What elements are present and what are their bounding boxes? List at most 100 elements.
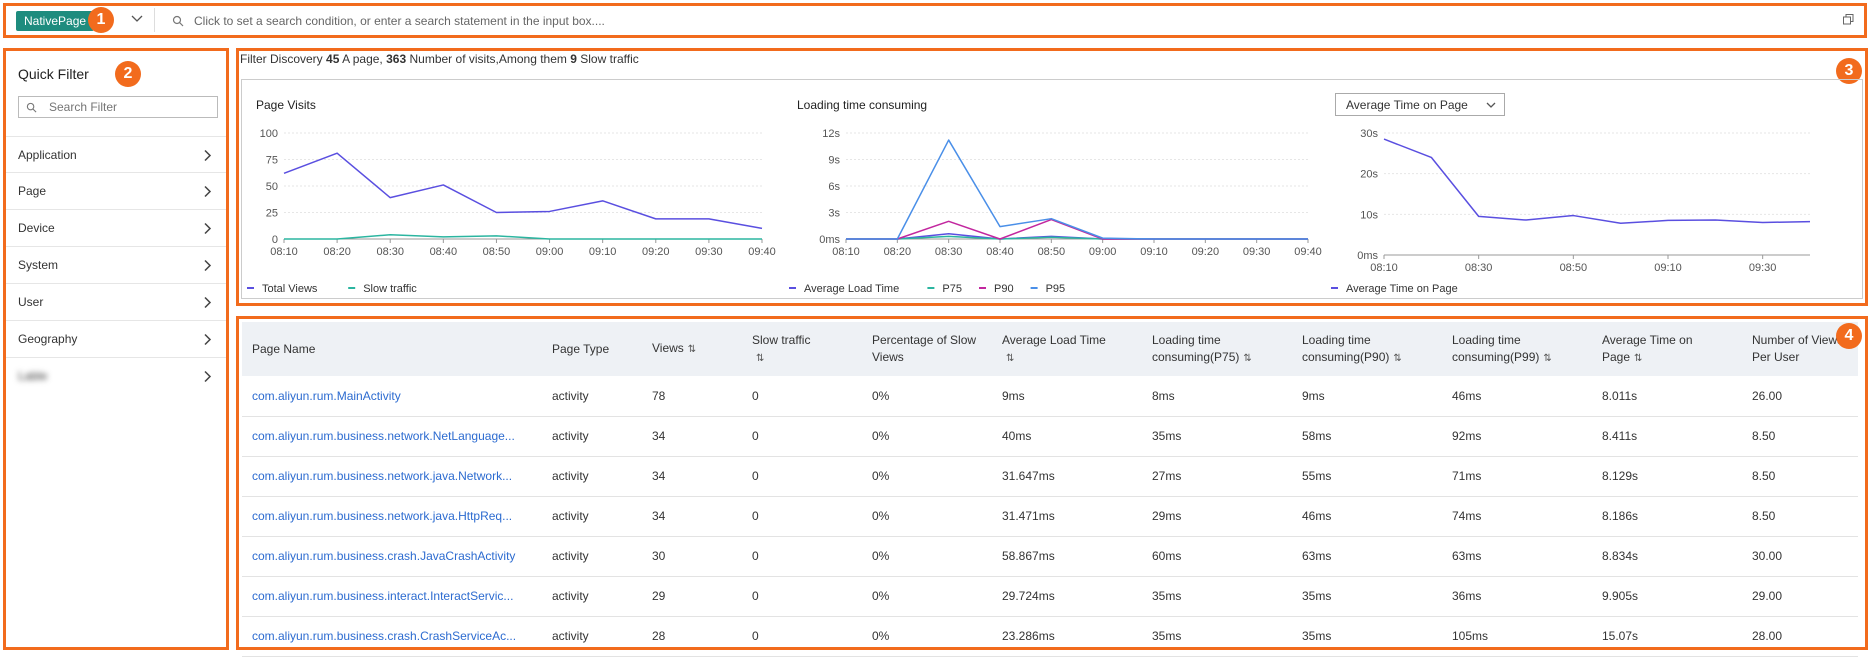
table-row[interactable]: com.aliyun.rum.business.network.NetLangu… — [242, 416, 1858, 457]
chevron-down-icon[interactable] — [130, 12, 144, 26]
filter-search-input[interactable] — [49, 100, 209, 114]
search-input[interactable]: Click to set a search condition, or ente… — [194, 14, 605, 28]
table-cell: 63ms — [1442, 536, 1592, 577]
loading-time-chart-title: Loading time consuming — [797, 98, 928, 112]
series-line — [284, 234, 762, 240]
page-visits-chart-title: Page Visits — [256, 98, 316, 112]
table-cell: 55ms — [1292, 456, 1442, 497]
filter-item-user[interactable]: User — [6, 284, 226, 321]
page-name-link[interactable]: com.aliyun.rum.business.network.java.Htt… — [242, 496, 542, 537]
callout-badge-2: 2 — [115, 61, 141, 87]
table-cell: 40ms — [992, 416, 1142, 457]
sort-icon[interactable]: ⇅ — [1634, 352, 1643, 364]
page-name-link[interactable]: com.aliyun.rum.MainActivity — [242, 376, 542, 417]
page-name-link[interactable]: com.aliyun.rum.business.crash.CrashServi… — [242, 616, 542, 657]
page-name-link[interactable]: com.aliyun.rum.business.network.NetLangu… — [242, 416, 542, 457]
table-cell: 46ms — [1442, 376, 1592, 417]
y-tick-label: 12s — [822, 128, 840, 140]
sort-icon[interactable]: ⇅ — [1393, 352, 1402, 364]
x-tick-label: 08:10 — [832, 246, 860, 258]
table-cell: activity — [542, 496, 642, 537]
filter-item-geography[interactable]: Geography — [6, 321, 226, 358]
table-cell: 58ms — [1292, 416, 1442, 457]
y-tick-label: 6s — [828, 181, 840, 193]
x-tick-label: 09:40 — [1294, 246, 1322, 258]
table-cell: 46ms — [1292, 496, 1442, 537]
x-tick-label: 09:20 — [1192, 246, 1220, 258]
x-tick-label: 09:20 — [642, 246, 670, 258]
table-row[interactable]: com.aliyun.rum.business.crash.CrashServi… — [242, 616, 1858, 657]
filter-item-system[interactable]: System — [6, 247, 226, 284]
table-cell: 35ms — [1142, 576, 1292, 617]
table-row[interactable]: com.aliyun.rum.business.network.java.Htt… — [242, 496, 1858, 537]
legend-label: Average Load Time — [804, 283, 899, 295]
column-header[interactable]: Average Time on Page ⇅ — [1592, 322, 1742, 376]
table-row[interactable]: com.aliyun.rum.business.interact.Interac… — [242, 576, 1858, 617]
table-cell: 8.186s — [1592, 496, 1742, 537]
table-row[interactable]: com.aliyun.rum.business.network.java.Net… — [242, 456, 1858, 497]
table-cell: 35ms — [1292, 616, 1442, 657]
table-cell: 9ms — [992, 376, 1142, 417]
x-tick-label: 08:50 — [1560, 262, 1588, 274]
column-header[interactable]: Views ⇅ — [642, 322, 742, 376]
column-header[interactable]: Loading time consuming(P75) ⇅ — [1142, 322, 1292, 376]
table-cell: 0 — [742, 456, 862, 497]
table-cell: 78 — [642, 376, 742, 417]
filter-item-application[interactable]: Application — [6, 136, 226, 173]
filter-item-device[interactable]: Device — [6, 210, 226, 247]
table-cell: 8.411s — [1592, 416, 1742, 457]
column-header[interactable]: Slow traffic ⇅ — [742, 322, 862, 376]
sort-icon[interactable]: ⇅ — [1543, 352, 1552, 364]
sort-icon[interactable]: ⇅ — [756, 352, 765, 364]
x-tick-label: 08:10 — [270, 246, 298, 258]
filter-search-field[interactable] — [18, 96, 218, 118]
table-cell: 60ms — [1142, 536, 1292, 577]
y-tick-label: 25 — [266, 208, 278, 220]
filter-item-label-blurred[interactable]: Lable — [6, 358, 226, 395]
page-type-tag[interactable]: NativePage — [16, 11, 95, 31]
page-name-link[interactable]: com.aliyun.rum.business.interact.Interac… — [242, 576, 542, 617]
column-header-label: Views — [652, 341, 684, 355]
y-tick-label: 20s — [1360, 169, 1378, 181]
table-cell: activity — [542, 416, 642, 457]
y-tick-label: 0 — [272, 234, 278, 246]
chevron-right-icon — [204, 259, 212, 272]
table-cell: activity — [542, 576, 642, 617]
chevron-right-icon — [204, 370, 212, 383]
page-name-link[interactable]: com.aliyun.rum.business.network.java.Net… — [242, 456, 542, 497]
series-line — [1383, 138, 1811, 225]
table-row[interactable]: com.aliyun.rum.business.crash.JavaCrashA… — [242, 536, 1858, 577]
table-cell: 8.50 — [1742, 456, 1858, 497]
search-icon — [172, 15, 184, 27]
table-cell: 35ms — [1142, 616, 1292, 657]
search-bar — [3, 3, 1867, 38]
table-cell: 34 — [642, 456, 742, 497]
table-cell: 8.129s — [1592, 456, 1742, 497]
column-header[interactable]: Loading time consuming(P99) ⇅ — [1442, 322, 1592, 376]
x-tick-label: 09:10 — [1140, 246, 1168, 258]
sort-icon[interactable]: ⇅ — [1243, 352, 1252, 364]
y-tick-label: 30s — [1360, 128, 1378, 140]
table-cell: 0 — [742, 496, 862, 537]
table-cell: 35ms — [1292, 576, 1442, 617]
summary-pages-count: 45 — [326, 52, 340, 66]
sort-icon[interactable]: ⇅ — [1006, 352, 1015, 364]
column-header: Number of Views Per User — [1742, 322, 1858, 376]
metric-dropdown-value: Average Time on Page — [1346, 98, 1468, 112]
expand-window-icon[interactable] — [1843, 14, 1854, 25]
table-row[interactable]: com.aliyun.rum.MainActivity activity 78 0 0%… — [242, 376, 1858, 417]
column-header[interactable]: Average Load Time ⇅ — [992, 322, 1142, 376]
metric-dropdown[interactable]: Average Time on Page — [1335, 93, 1505, 116]
column-header[interactable]: Loading time consuming(P90) ⇅ — [1292, 322, 1442, 376]
filter-item-page[interactable]: Page — [6, 173, 226, 210]
x-tick-label: 08:30 — [1465, 262, 1493, 274]
page-name-link[interactable]: com.aliyun.rum.business.crash.JavaCrashA… — [242, 536, 542, 577]
divider — [154, 8, 155, 32]
sort-icon[interactable]: ⇅ — [687, 344, 697, 355]
legend-label: P90 — [994, 283, 1014, 295]
quick-filter-panel — [3, 48, 229, 650]
table-cell: 63ms — [1292, 536, 1442, 577]
chevron-right-icon — [204, 185, 212, 198]
x-tick-label: 09:30 — [1749, 262, 1777, 274]
legend-label: P95 — [1046, 283, 1066, 295]
